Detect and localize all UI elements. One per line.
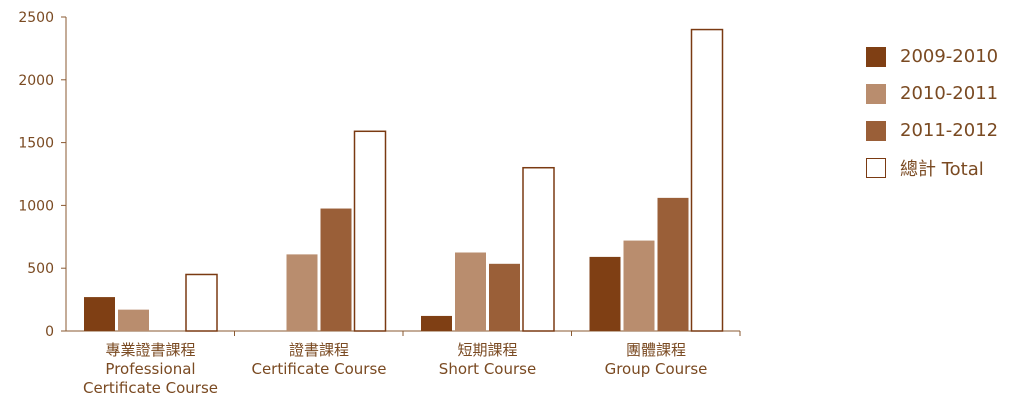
bar-total-0 (185, 273, 218, 332)
legend-label: 總計 Total (900, 158, 984, 180)
bar-2010-2011-2 (455, 252, 486, 331)
bar-total-2 (522, 166, 555, 332)
y-axis-ticks: 0 500 1000 1500 2000 2500 (18, 10, 66, 340)
category-label: 證書課程 (289, 341, 349, 359)
legend-item-2010-2011: 2010-2011 (866, 75, 998, 112)
legend-label: 2009-2010 (900, 46, 999, 67)
category-label: 短期課程 (457, 341, 517, 359)
bar-2009-2010-2 (421, 315, 452, 331)
bar-2011-2012-2 (489, 263, 520, 331)
bar-marks (84, 28, 724, 332)
category-label: 團體課程 (626, 341, 686, 359)
y-tick-label: 2500 (18, 10, 54, 26)
bar-2010-2011-3 (623, 240, 655, 331)
category-label: Certificate Course (83, 379, 218, 395)
category-label: Certificate Course (251, 360, 386, 378)
legend-label: 2010-2011 (900, 83, 999, 104)
legend-swatch (866, 46, 886, 67)
legend-item-total: 總計 Total (866, 149, 998, 186)
y-tick-label: 1500 (18, 136, 54, 152)
category-label: Group Course (605, 360, 708, 378)
legend: 2009-2010 2010-2011 2011-2012 總計 Total (866, 38, 998, 186)
category-label: Professional (105, 360, 195, 378)
y-tick-label: 0 (45, 324, 54, 340)
legend-item-2011-2012: 2011-2012 (866, 112, 998, 149)
y-tick-label: 2000 (18, 73, 54, 89)
y-tick-label: 1000 (18, 198, 54, 214)
category-label: 專業證書課程 (105, 341, 195, 359)
bar-2010-2011-1 (286, 254, 318, 331)
bar-2010-2011-0 (118, 309, 149, 331)
bar-2011-2012-1 (320, 208, 352, 331)
legend-item-2009-2010: 2009-2010 (866, 38, 998, 75)
bar-2009-2010-0 (84, 297, 115, 331)
legend-label: 2011-2012 (900, 120, 999, 141)
bar-total-1 (353, 130, 387, 332)
bar-2011-2012-3 (657, 197, 689, 331)
legend-swatch (866, 83, 886, 104)
legend-swatch (866, 157, 886, 178)
y-tick-label: 500 (27, 261, 54, 277)
bar-2009-2010-3 (589, 256, 621, 331)
category-label: Short Course (439, 360, 536, 378)
x-axis-ticks (234, 331, 741, 336)
legend-swatch (866, 120, 886, 141)
bar-total-3 (690, 28, 724, 332)
